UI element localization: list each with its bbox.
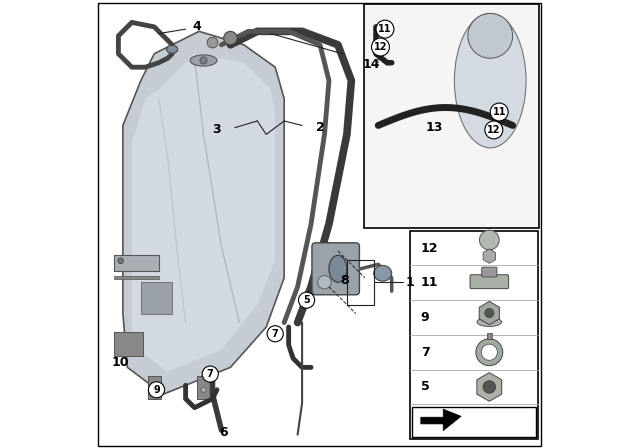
Circle shape	[118, 258, 124, 263]
Text: 12: 12	[421, 241, 438, 254]
Text: 9: 9	[153, 385, 160, 395]
Circle shape	[298, 292, 315, 308]
Text: 11: 11	[492, 107, 506, 117]
Bar	[141, 282, 172, 314]
Circle shape	[201, 387, 206, 392]
Polygon shape	[132, 54, 275, 372]
Circle shape	[479, 230, 499, 250]
Circle shape	[200, 57, 207, 64]
FancyBboxPatch shape	[312, 243, 360, 295]
Ellipse shape	[190, 55, 217, 66]
Ellipse shape	[166, 45, 178, 53]
Text: 11: 11	[421, 276, 438, 289]
Circle shape	[481, 344, 497, 360]
Text: 5: 5	[303, 295, 310, 305]
Ellipse shape	[477, 318, 502, 327]
Polygon shape	[123, 31, 284, 394]
Bar	[410, 231, 538, 439]
Circle shape	[148, 382, 164, 398]
Bar	[196, 376, 210, 399]
Ellipse shape	[374, 265, 392, 281]
Bar	[487, 332, 492, 339]
Circle shape	[207, 37, 218, 48]
Text: 7: 7	[207, 369, 214, 379]
Text: 8: 8	[340, 273, 349, 287]
Circle shape	[485, 309, 494, 318]
Circle shape	[224, 31, 237, 45]
Text: 7: 7	[421, 346, 429, 359]
Text: 14: 14	[363, 58, 380, 72]
Circle shape	[118, 258, 124, 263]
Circle shape	[372, 38, 390, 56]
Ellipse shape	[454, 13, 526, 148]
Polygon shape	[421, 409, 461, 431]
Text: 13: 13	[426, 121, 443, 134]
Text: 5: 5	[421, 380, 429, 393]
Text: 1: 1	[405, 276, 414, 289]
Bar	[114, 332, 143, 356]
Circle shape	[202, 366, 218, 382]
Bar	[114, 255, 159, 271]
Ellipse shape	[468, 13, 513, 58]
Ellipse shape	[329, 255, 347, 282]
Text: 3: 3	[212, 123, 221, 137]
Text: 2: 2	[316, 121, 324, 134]
Circle shape	[490, 103, 508, 121]
Circle shape	[485, 121, 503, 139]
Bar	[364, 4, 539, 228]
Bar	[147, 376, 161, 399]
FancyBboxPatch shape	[482, 267, 497, 277]
FancyBboxPatch shape	[486, 250, 492, 259]
Circle shape	[152, 387, 157, 392]
Text: 11: 11	[378, 24, 392, 34]
Text: 12: 12	[374, 42, 387, 52]
Circle shape	[476, 339, 503, 366]
Bar	[412, 407, 536, 437]
FancyBboxPatch shape	[470, 275, 509, 289]
Circle shape	[483, 381, 495, 393]
Text: 6: 6	[220, 426, 228, 439]
Text: 4: 4	[193, 20, 201, 34]
Bar	[114, 276, 159, 279]
Circle shape	[376, 20, 394, 38]
Text: 12: 12	[487, 125, 500, 135]
Circle shape	[267, 326, 284, 342]
Text: 9: 9	[421, 311, 429, 324]
Circle shape	[317, 276, 332, 289]
Text: 10: 10	[112, 356, 129, 370]
Text: 7: 7	[272, 329, 278, 339]
